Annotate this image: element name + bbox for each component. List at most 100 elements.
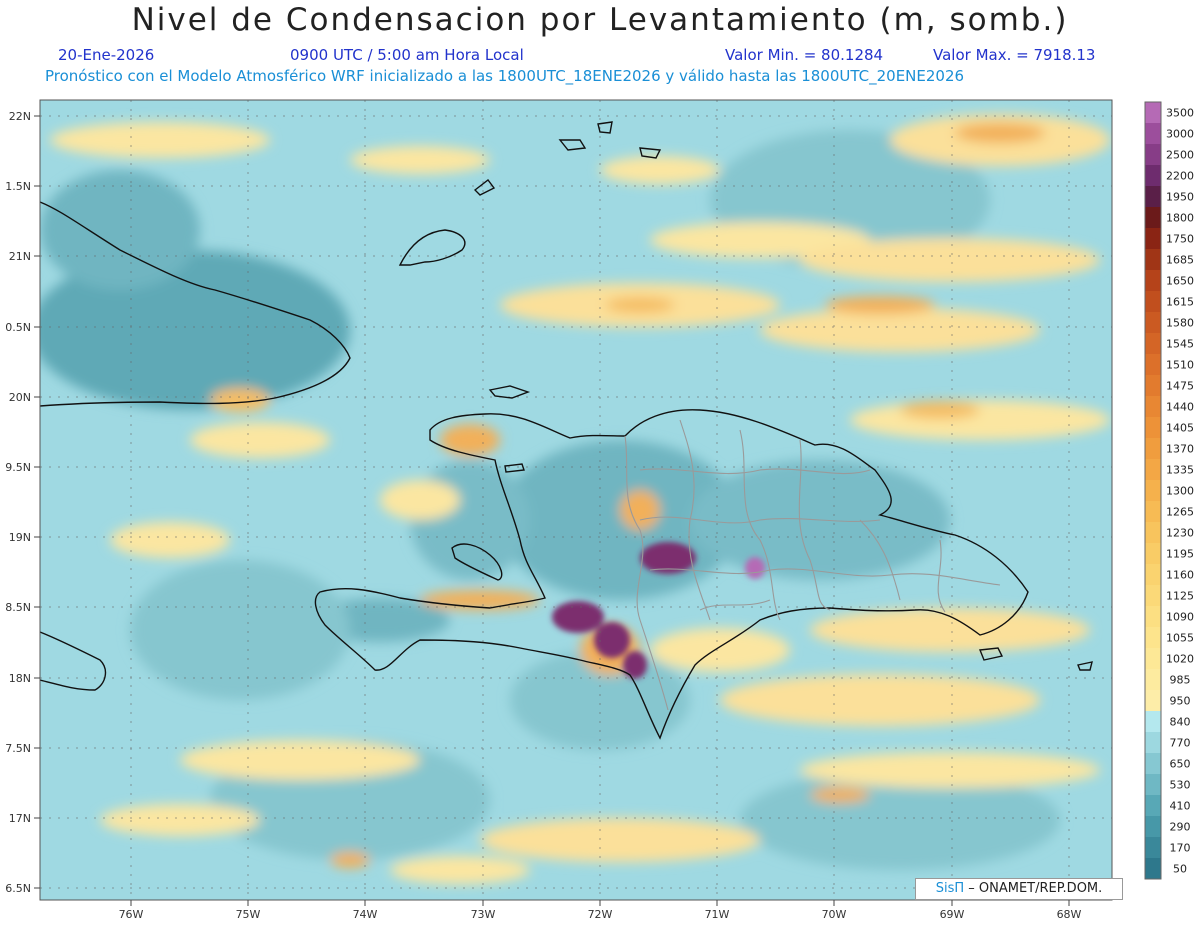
map-frame — [39, 99, 1113, 901]
colorbar-swatch — [1145, 102, 1161, 123]
colorbar-label: 1370 — [1166, 443, 1194, 456]
colorbar-swatch — [1145, 438, 1161, 459]
colorbar-label: 1580 — [1166, 317, 1194, 330]
lon-label: 72W — [588, 908, 613, 921]
jamaica-coast — [40, 631, 107, 691]
colorbar-label: 1265 — [1166, 506, 1194, 519]
colorbar-label: 1090 — [1166, 611, 1194, 624]
colorbar-swatch — [1145, 165, 1161, 186]
colorbar-label: 50 — [1173, 863, 1187, 876]
colorbar-swatch — [1145, 690, 1161, 711]
colorbar-label: 770 — [1170, 737, 1191, 750]
colorbar-swatch — [1145, 417, 1161, 438]
colorbar-label: 1160 — [1166, 569, 1194, 582]
credit-box: SisΠ – ONAMET/REP.DOM. — [915, 878, 1123, 900]
colorbar-frame — [1144, 101, 1162, 880]
lon-label: 70W — [822, 908, 847, 921]
colorbar-swatch — [1145, 585, 1161, 606]
colorbar-swatch — [1145, 501, 1161, 522]
great-inagua — [488, 385, 531, 399]
colorbar-label: 1685 — [1166, 254, 1194, 267]
colorbar-swatch — [1145, 228, 1161, 249]
axis-ticks — [34, 115, 1070, 906]
lon-label: 69W — [940, 908, 965, 921]
forecast-note: Pronóstico con el Modelo Atmosférico WRF… — [45, 67, 965, 85]
colorbar-swatch — [1145, 795, 1161, 816]
colorbar-swatch — [1145, 207, 1161, 228]
colorbar-legend: 3500 3000 2500 2200 1950 1800 1750 1685 1650 1615… — [1144, 101, 1194, 880]
max-value: Valor Max. = 7918.13 — [933, 46, 1096, 64]
saona-island — [979, 647, 1004, 661]
hispaniola-coast — [314, 409, 1029, 740]
lat-label: 19N — [9, 531, 31, 544]
lon-label: 71W — [705, 908, 730, 921]
lon-label: 74W — [353, 908, 378, 921]
colorbar-label: 1125 — [1166, 590, 1194, 603]
puerto-rico-edge — [1077, 661, 1093, 671]
colorbar-swatch — [1145, 816, 1161, 837]
gonave-island — [451, 543, 503, 581]
province-borders — [624, 419, 1001, 711]
colorbar-swatch — [1145, 459, 1161, 480]
colorbar-label: 1615 — [1166, 296, 1194, 309]
graticule — [40, 100, 1112, 900]
colorbar-label: 3000 — [1166, 128, 1194, 141]
colorbar-label: 650 — [1170, 758, 1191, 771]
lat-label: 6.5N — [5, 882, 31, 895]
colorbar-swatch — [1145, 291, 1161, 312]
lon-label: 75W — [236, 908, 261, 921]
credit-org: – ONAMET/REP.DOM. — [964, 881, 1103, 896]
colorbar-label: 2200 — [1166, 170, 1194, 183]
colorbar-swatch — [1145, 753, 1161, 774]
lat-label: 20N — [9, 391, 31, 404]
colorbar-swatch — [1145, 123, 1161, 144]
colorbar-swatch — [1145, 564, 1161, 585]
page-title: Nivel de Condensacion por Levantamiento … — [131, 2, 1069, 38]
turks-caicos — [558, 121, 662, 159]
colorbar-label: 1020 — [1166, 653, 1194, 666]
colorbar-swatch — [1145, 711, 1161, 732]
lon-label: 68W — [1057, 908, 1082, 921]
credit-brand: SisΠ — [935, 881, 965, 896]
tortuga-island — [504, 463, 525, 473]
colorbar-swatch — [1145, 480, 1161, 501]
colorbar-label: 3500 — [1166, 107, 1194, 120]
colorbar-swatch — [1145, 522, 1161, 543]
colorbar-label: 1195 — [1166, 548, 1194, 561]
colorbar-swatch — [1145, 249, 1161, 270]
lat-label: 1.5N — [5, 180, 31, 193]
lat-label: 0.5N — [5, 321, 31, 334]
colorbar-swatch — [1145, 606, 1161, 627]
forecast-date: 20-Ene-2026 — [58, 46, 155, 64]
lat-label: 21N — [9, 250, 31, 263]
lat-label: 7.5N — [5, 742, 31, 755]
lat-label: 17N — [9, 812, 31, 825]
lcl-field — [40, 100, 1112, 900]
colorbar-label: 985 — [1170, 674, 1191, 687]
lon-label: 76W — [119, 908, 144, 921]
colorbar-label: 840 — [1170, 716, 1191, 729]
colorbar-swatch — [1145, 648, 1161, 669]
colorbar-label: 410 — [1170, 800, 1191, 813]
colorbar-swatch — [1145, 270, 1161, 291]
lat-label: 18N — [9, 672, 31, 685]
lat-label: 8.5N — [5, 601, 31, 614]
lat-label: 9.5N — [5, 461, 31, 474]
colorbar-swatch — [1145, 774, 1161, 795]
lon-labels: 76W 75W 74W 73W 72W 71W 70W 69W 68W — [119, 908, 1082, 921]
lat-label: 22N — [9, 110, 31, 123]
colorbar-label: 950 — [1170, 695, 1191, 708]
colorbar-label: 1055 — [1166, 632, 1194, 645]
colorbar-swatch — [1145, 732, 1161, 753]
lat-labels: 22N 1.5N 21N 0.5N 20N 9.5N 19N 8.5N 18N … — [5, 110, 31, 895]
colorbar-label: 2500 — [1166, 149, 1194, 162]
coastlines — [40, 121, 1093, 740]
colorbar-swatch — [1145, 312, 1161, 333]
colorbar-label: 1440 — [1166, 401, 1194, 414]
colorbar-label: 1335 — [1166, 464, 1194, 477]
colorbar-swatch — [1145, 186, 1161, 207]
min-value: Valor Min. = 80.1284 — [725, 46, 884, 64]
colorbar-swatch — [1145, 669, 1161, 690]
cuba-coast — [40, 201, 351, 407]
colorbar-swatch — [1145, 144, 1161, 165]
